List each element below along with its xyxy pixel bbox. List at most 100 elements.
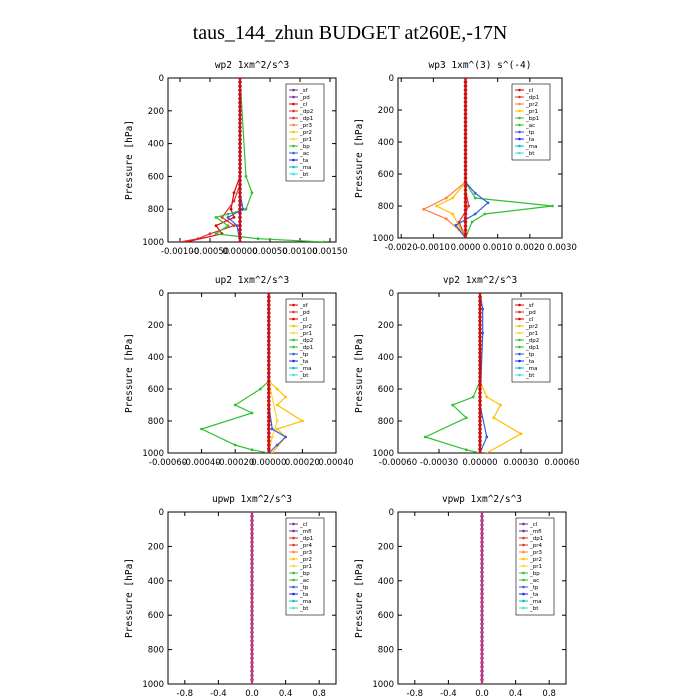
data-point xyxy=(233,403,237,407)
series-line-pr2 xyxy=(422,78,467,238)
y-tick-label: 600 xyxy=(148,385,164,395)
legend-label: _pr3 xyxy=(299,123,313,129)
zero-profile-marker xyxy=(480,665,484,669)
zero-profile-marker xyxy=(463,116,468,120)
legend-label: _pd xyxy=(525,310,536,316)
plot-frame xyxy=(167,292,337,454)
zero-profile-marker xyxy=(250,531,254,536)
legend-label: _pr3 xyxy=(299,550,313,556)
zero-profile-marker xyxy=(238,215,242,220)
zero-profile-marker xyxy=(463,200,468,204)
zero-profile-marker xyxy=(480,583,484,587)
zero-profile-marker xyxy=(480,660,484,665)
zero-profile-marker xyxy=(478,319,482,323)
data-point xyxy=(471,395,475,399)
y-tick-label: 200 xyxy=(378,106,394,116)
legend-label: _bp xyxy=(299,144,310,150)
legend-marker xyxy=(518,116,521,120)
y-tick-label: 400 xyxy=(148,577,164,587)
zero-profile-marker xyxy=(238,240,242,242)
y-tick-label: 400 xyxy=(378,353,394,363)
legend-marker xyxy=(292,331,295,335)
zero-profile-marker xyxy=(480,630,484,635)
zero-profile-marker xyxy=(267,371,271,375)
legend-marker xyxy=(522,557,525,561)
legend-label: _tp xyxy=(299,585,309,591)
legend-marker xyxy=(522,564,525,568)
legend-label: _pr2 xyxy=(525,102,538,108)
zero-profile-marker xyxy=(463,168,468,172)
legend: _sf_pd_cl_pr2_pr1_dp2_dp1_tp_ta_ma_bt xyxy=(285,298,325,383)
legend-marker xyxy=(522,536,525,540)
x-tick-label: -0.4 xyxy=(440,689,457,699)
legend-marker xyxy=(522,543,525,547)
y-tick-label: 600 xyxy=(378,611,394,621)
legend-marker xyxy=(292,352,295,356)
legend-label: _pr1 xyxy=(299,331,312,337)
legend-marker xyxy=(292,310,295,314)
zero-profile-marker xyxy=(250,566,254,570)
legend-marker xyxy=(518,123,521,127)
data-point xyxy=(473,191,477,195)
zero-profile-marker xyxy=(478,375,482,379)
zero-profile-marker xyxy=(238,166,242,170)
zero-profile-marker xyxy=(480,523,484,527)
legend-label: _mfl xyxy=(529,529,542,535)
panel-2: wp3 1xm^(3) s^(-4) Pressure [hPa] 0 200 400 6… xyxy=(354,60,577,253)
legend-marker xyxy=(292,95,295,99)
zero-profile-marker xyxy=(478,407,482,411)
data-point xyxy=(499,403,502,407)
zero-profile-marker xyxy=(238,137,242,142)
zero-profile-marker xyxy=(250,682,254,684)
x-tick-label: 0.00030 xyxy=(503,458,538,468)
x-tick-label: -0.00040 xyxy=(182,458,220,468)
legend-marker xyxy=(292,345,295,349)
zero-profile-marker xyxy=(238,158,242,162)
x-tick-label: 0.00020 xyxy=(285,458,320,468)
data-point xyxy=(485,395,489,399)
zero-profile-marker xyxy=(480,600,484,605)
data-point xyxy=(270,435,274,439)
zero-profile-marker xyxy=(267,403,271,407)
zero-profile-marker xyxy=(480,677,484,682)
data-point xyxy=(275,419,279,423)
x-tick-label: 0.0020 xyxy=(515,243,545,253)
zero-profile-marker xyxy=(267,359,271,363)
y-tick-label: 0 xyxy=(389,508,394,518)
legend-marker xyxy=(292,123,295,127)
legend-label: _ta xyxy=(299,359,308,365)
legend-label: _cl xyxy=(299,102,308,108)
zero-profile-marker xyxy=(238,141,242,146)
y-tick-label: 1000 xyxy=(142,238,164,248)
x-tick-label: 0.8 xyxy=(312,689,326,699)
zero-profile-marker xyxy=(250,600,254,605)
zero-profile-marker xyxy=(250,548,254,553)
data-point xyxy=(226,216,230,219)
zero-profile-marker xyxy=(480,579,484,583)
zero-profile-marker xyxy=(478,431,482,435)
data-point xyxy=(250,411,254,415)
zero-profile-marker xyxy=(267,383,271,387)
zero-profile-marker xyxy=(238,186,242,191)
zero-profile-marker xyxy=(238,125,242,129)
legend-marker xyxy=(518,324,521,328)
zero-profile-marker xyxy=(480,570,484,574)
legend-label: _pr2 xyxy=(299,130,312,136)
zero-profile-marker xyxy=(267,443,271,447)
panel-4: vp2 1xm^2/s^3 Pressure [hPa] 0 200 400 600 800… xyxy=(354,275,580,468)
zero-profile-marker xyxy=(478,335,482,339)
zero-profile-marker xyxy=(480,518,484,523)
zero-profile-marker xyxy=(478,391,482,395)
zero-profile-marker xyxy=(250,557,254,562)
zero-profile-marker xyxy=(478,411,482,415)
x-tick-label: 0.00050 xyxy=(252,247,287,257)
legend-marker xyxy=(292,324,295,328)
zero-profile-marker xyxy=(238,84,242,88)
legend-marker xyxy=(522,606,525,610)
legend-marker xyxy=(292,571,295,575)
zero-profile-marker xyxy=(463,124,468,128)
legend-marker xyxy=(292,130,295,134)
zero-profile-marker xyxy=(267,439,271,443)
zero-profile-marker xyxy=(238,92,242,97)
zero-profile-marker xyxy=(250,609,254,613)
